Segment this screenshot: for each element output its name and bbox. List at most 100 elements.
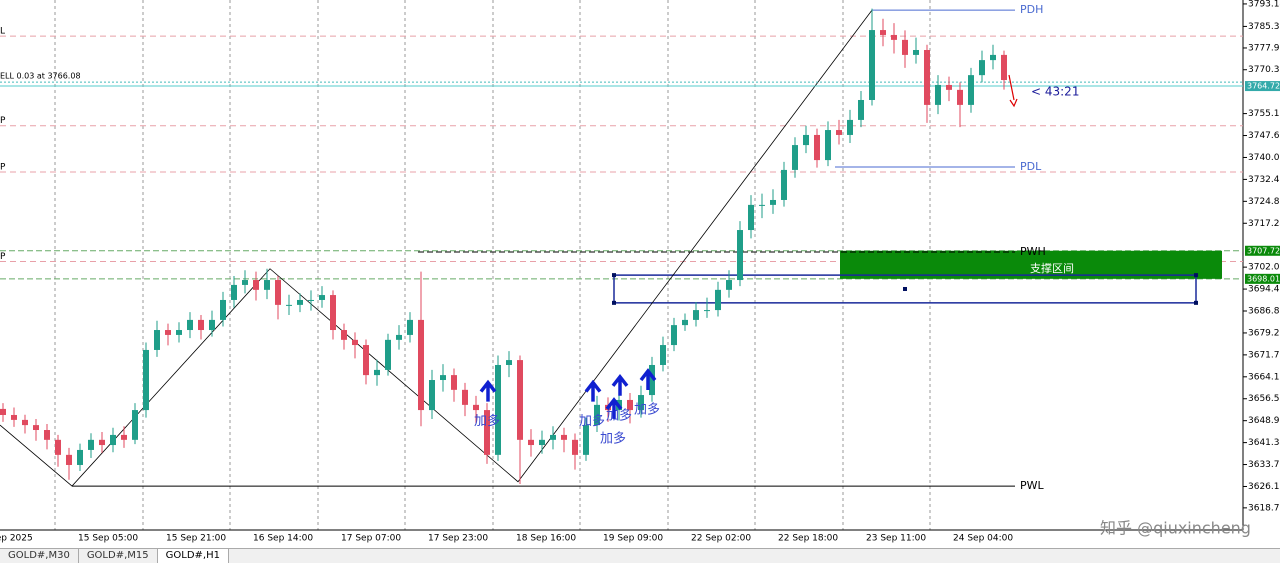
candle-body bbox=[0, 408, 6, 415]
candle-body bbox=[231, 284, 237, 300]
y-tick-label: 3793.14 bbox=[1248, 0, 1280, 9]
candle-body bbox=[803, 134, 809, 146]
candle-body bbox=[561, 434, 567, 440]
price-box-label: 3698.01 bbox=[1247, 274, 1280, 283]
box-handle bbox=[903, 286, 907, 291]
chart: Sep 2025 15 Sep 05:00 15 Sep 21:00 16 Sep 1… bbox=[0, 0, 1280, 544]
buy-arrow bbox=[479, 379, 497, 402]
candle-body bbox=[198, 319, 204, 331]
candle-body bbox=[726, 280, 732, 290]
candle-body bbox=[1001, 54, 1007, 81]
candle-body bbox=[506, 360, 512, 365]
signal-label: 加多 bbox=[579, 413, 605, 429]
order-label: ELL 0.03 at 3766.08 bbox=[0, 72, 81, 81]
symbol-tab[interactable]: GOLD#,H1 bbox=[157, 549, 229, 563]
bid-box bbox=[1245, 81, 1280, 92]
candle-body bbox=[770, 199, 776, 205]
candle-body bbox=[891, 34, 897, 40]
candle-body bbox=[220, 299, 226, 320]
candle-body bbox=[473, 404, 479, 411]
candle-body bbox=[759, 204, 765, 206]
candle-body bbox=[429, 380, 435, 411]
box-handle bbox=[612, 300, 616, 305]
watermark: 知乎 @qiuxincheng bbox=[1100, 519, 1251, 538]
candle-body bbox=[374, 369, 380, 376]
candle-body bbox=[814, 134, 820, 161]
candle-body bbox=[396, 334, 402, 340]
buy-arrow bbox=[611, 373, 629, 396]
symbol-tab[interactable]: GOLD#,M15 bbox=[79, 549, 158, 563]
y-tick-label: 3671.70 bbox=[1248, 350, 1280, 360]
candle-body bbox=[99, 439, 105, 446]
y-tick-label: 3633.75 bbox=[1248, 460, 1280, 470]
candle-body bbox=[539, 439, 545, 446]
price-box bbox=[1245, 245, 1280, 256]
candle-body bbox=[418, 319, 424, 411]
x-tick-label: 16 Sep 14:00 bbox=[253, 534, 313, 544]
y-tick-label: 3686.88 bbox=[1248, 307, 1280, 317]
candle-body bbox=[660, 345, 666, 365]
symbol-tab[interactable]: GOLD#,M30 bbox=[0, 549, 79, 563]
x-tick-label: 19 Sep 09:00 bbox=[603, 534, 663, 544]
candle-body bbox=[253, 280, 259, 290]
x-tick-label: 17 Sep 07:00 bbox=[341, 534, 401, 544]
candle-body bbox=[440, 375, 446, 381]
y-tick-label: 3626.16 bbox=[1248, 482, 1280, 492]
candle-body bbox=[462, 389, 468, 405]
candle-body bbox=[132, 410, 138, 440]
candle-body bbox=[693, 310, 699, 320]
candle-body bbox=[737, 230, 743, 281]
candle-body bbox=[682, 319, 688, 326]
x-tick-label: 24 Sep 04:00 bbox=[953, 534, 1013, 544]
level-tag: P bbox=[0, 252, 6, 262]
level-tag: P bbox=[0, 162, 6, 172]
level-label: PDH bbox=[1020, 3, 1043, 16]
candle-body bbox=[319, 295, 325, 300]
y-tick-label: 3732.42 bbox=[1248, 175, 1280, 185]
buy-arrow bbox=[584, 379, 602, 402]
x-tick-label: 23 Sep 11:00 bbox=[866, 534, 926, 544]
candle-body bbox=[110, 434, 116, 446]
candle-body bbox=[66, 454, 72, 465]
candle-body bbox=[121, 434, 127, 440]
candle-body bbox=[308, 299, 314, 301]
signal-label: 加多 bbox=[474, 413, 500, 429]
y-tick-label: 3679.29 bbox=[1248, 328, 1280, 338]
zone-label: 支撑区间 bbox=[1030, 261, 1074, 275]
symbol-tabs: GOLD#,M30 GOLD#,M15 GOLD#,H1 bbox=[0, 548, 1280, 563]
blue-box bbox=[613, 274, 1197, 304]
candle-body bbox=[33, 425, 39, 431]
x-tick-label: 15 Sep 05:00 bbox=[78, 534, 138, 544]
candle-body bbox=[704, 310, 710, 312]
candle-body bbox=[165, 330, 171, 335]
candle-body bbox=[286, 304, 292, 306]
candle-body bbox=[55, 439, 61, 455]
candle-body bbox=[671, 325, 677, 346]
y-tick-label: 3785.36 bbox=[1248, 22, 1280, 32]
buy-arrow bbox=[605, 397, 623, 419]
box-handle bbox=[612, 273, 616, 278]
candle-body bbox=[77, 449, 83, 465]
level-label: PDL bbox=[1020, 160, 1042, 173]
x-tick-label: 22 Sep 18:00 bbox=[778, 534, 838, 544]
level-tag: P bbox=[0, 116, 6, 126]
candle-body bbox=[209, 319, 215, 331]
level-label: PWH bbox=[1020, 245, 1046, 258]
y-tick-label: 3656.52 bbox=[1248, 394, 1280, 404]
candle-body bbox=[363, 345, 369, 376]
candle-body bbox=[176, 330, 182, 335]
support-zone bbox=[840, 250, 1222, 279]
candle-body bbox=[594, 404, 600, 426]
candle-body bbox=[715, 289, 721, 311]
countdown: < 43:21 bbox=[1031, 85, 1079, 99]
y-tick-label: 3770.37 bbox=[1248, 65, 1280, 75]
candle-body bbox=[484, 410, 490, 455]
candle-body bbox=[187, 319, 193, 331]
x-tick-label: Sep 2025 bbox=[0, 534, 33, 544]
candle-body bbox=[649, 364, 655, 396]
candle-body bbox=[341, 330, 347, 340]
candle-body bbox=[154, 330, 160, 350]
y-tick-label: 3694.47 bbox=[1248, 285, 1280, 295]
candle-body bbox=[572, 439, 578, 455]
candle-body bbox=[143, 349, 149, 411]
